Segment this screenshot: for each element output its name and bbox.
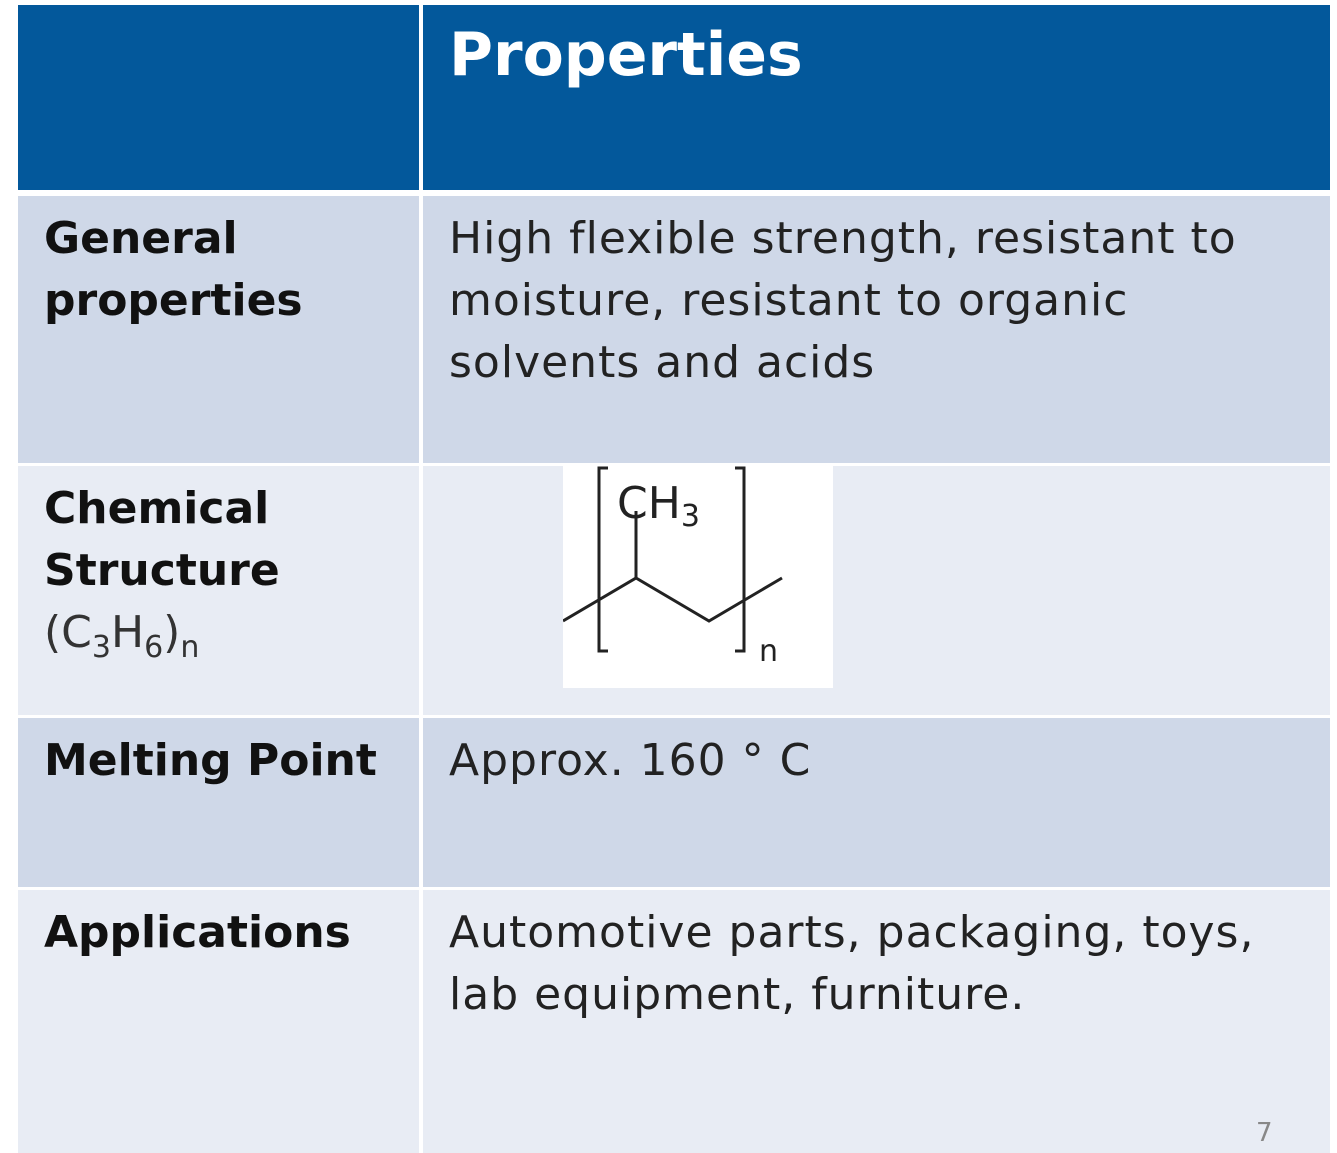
formula-sub: n: [180, 630, 200, 665]
header-title: Properties: [423, 5, 1330, 190]
row-value: [423, 466, 1330, 715]
group-sub: 3: [681, 499, 700, 534]
row-value: High flexible strength, resistant to moi…: [423, 196, 1330, 463]
row-label: Chemical Structure (C3H6)n: [18, 466, 419, 715]
page-number: 7: [1256, 1118, 1273, 1148]
structure-bg: [563, 463, 833, 688]
bonds: [563, 466, 783, 653]
formula-part: H: [110, 607, 145, 658]
formula-sub: 3: [91, 630, 111, 665]
row-label: Melting Point: [18, 718, 419, 887]
row-value: Automotive parts, packaging, toys, lab e…: [423, 890, 1330, 1153]
group: CH: [617, 478, 681, 529]
repeat-n: n: [759, 634, 778, 669]
formula-part: (C: [44, 607, 92, 658]
row-label: Applications: [18, 890, 419, 1153]
structure: CH3 n: [563, 463, 833, 688]
formula-sub: 6: [144, 630, 164, 665]
header-empty: [18, 5, 419, 190]
row-label: General properties: [18, 196, 419, 463]
label-text: Chemical Structure: [44, 483, 280, 596]
formula: (C3H6)n: [44, 602, 393, 679]
formula-part: ): [163, 607, 181, 658]
group-text: CH3: [617, 478, 700, 534]
row-value: Approx. 160 ° C: [423, 718, 1330, 887]
